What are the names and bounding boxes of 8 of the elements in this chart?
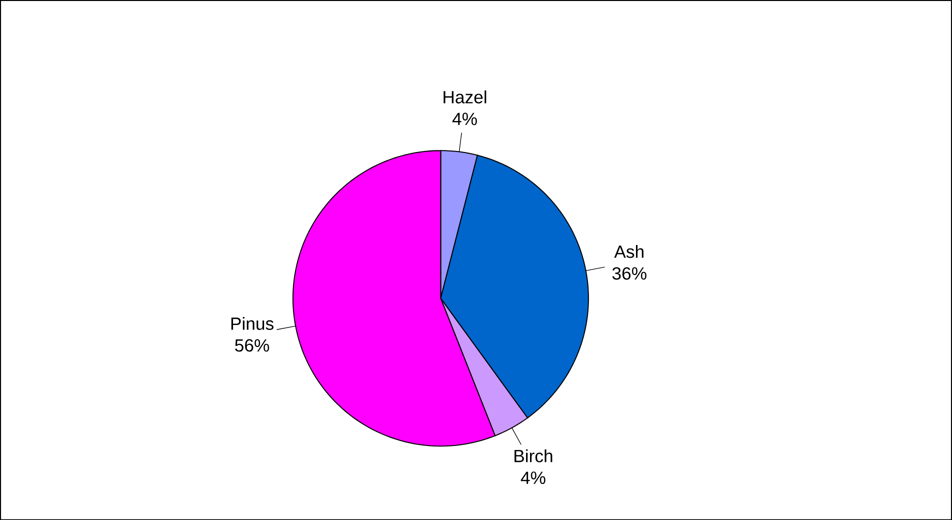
slice-label: Pinus xyxy=(231,316,274,330)
data-label: 4% xyxy=(452,112,477,125)
slice-label: Ash xyxy=(614,244,644,258)
data-label: 56% xyxy=(235,339,270,352)
data-label: 36% xyxy=(612,267,646,280)
slice-label: Hazel xyxy=(444,90,486,104)
slice-label: Birch xyxy=(514,449,552,462)
data-label: 4% xyxy=(520,471,546,484)
